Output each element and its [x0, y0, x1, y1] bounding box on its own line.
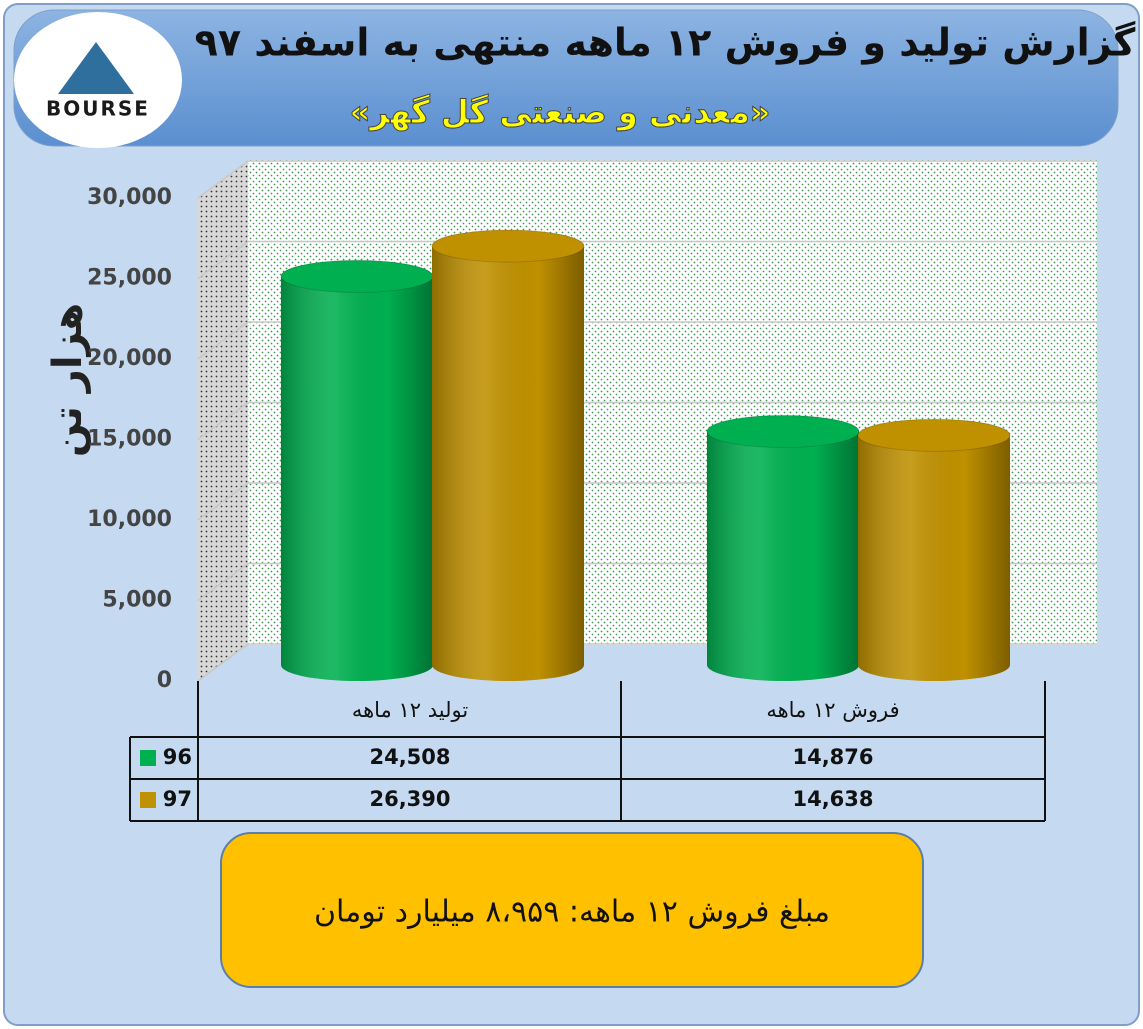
x-tick-label: تولید ۱۲ ماهه — [352, 698, 469, 722]
x-tick-label: فروش ۱۲ ماهه — [766, 698, 899, 722]
grid-line — [197, 160, 249, 199]
annotation: مبلغ فروش ۱۲ ماهه: ۸،۹۵۹ میلیارد تومان — [314, 895, 830, 930]
grid-line — [197, 321, 249, 360]
y-tick-label: 0 — [157, 668, 172, 693]
header — [13, 9, 1119, 147]
bar-top — [857, 418, 1011, 452]
bar-top — [280, 259, 434, 293]
legend-swatch — [140, 750, 156, 766]
grid-line — [197, 240, 249, 280]
y-tick-label: 10,000 — [87, 507, 172, 532]
bar-shade — [707, 415, 859, 681]
y-tick-label: 5,000 — [102, 588, 172, 613]
grid-line — [197, 401, 249, 441]
grid-line — [197, 643, 249, 682]
legend-label: 97 — [163, 787, 192, 811]
annotation-box — [220, 832, 924, 988]
bar-shade — [858, 419, 1010, 681]
legend-label: 96 — [163, 745, 192, 769]
bar-top — [706, 414, 860, 448]
value-label: 26,390 — [369, 787, 450, 811]
legend-swatch — [140, 792, 156, 808]
bar-shade — [432, 230, 584, 681]
chart-subtitle: «معدنی و صنعتی گل گهر» — [350, 93, 771, 131]
logo-text: BOURSE — [46, 97, 150, 121]
chart-title: گزارش تولید و فروش ۱۲ ماهه منتهی به اسفن… — [195, 21, 1137, 66]
value-label: 14,638 — [792, 787, 873, 811]
grid-line — [197, 482, 249, 521]
y-tick-label: 20,000 — [87, 346, 172, 371]
grid-line — [197, 562, 249, 602]
logo-icon — [58, 42, 134, 94]
value-label: 14,876 — [792, 745, 873, 769]
bar-top — [431, 229, 585, 263]
y-tick-label: 15,000 — [87, 427, 172, 452]
y-axis-label: هزار تن — [45, 303, 91, 457]
y-tick-label: 30,000 — [87, 185, 172, 210]
bar-shade — [281, 260, 433, 681]
value-label: 24,508 — [369, 745, 450, 769]
y-tick-label: 25,000 — [87, 266, 172, 291]
